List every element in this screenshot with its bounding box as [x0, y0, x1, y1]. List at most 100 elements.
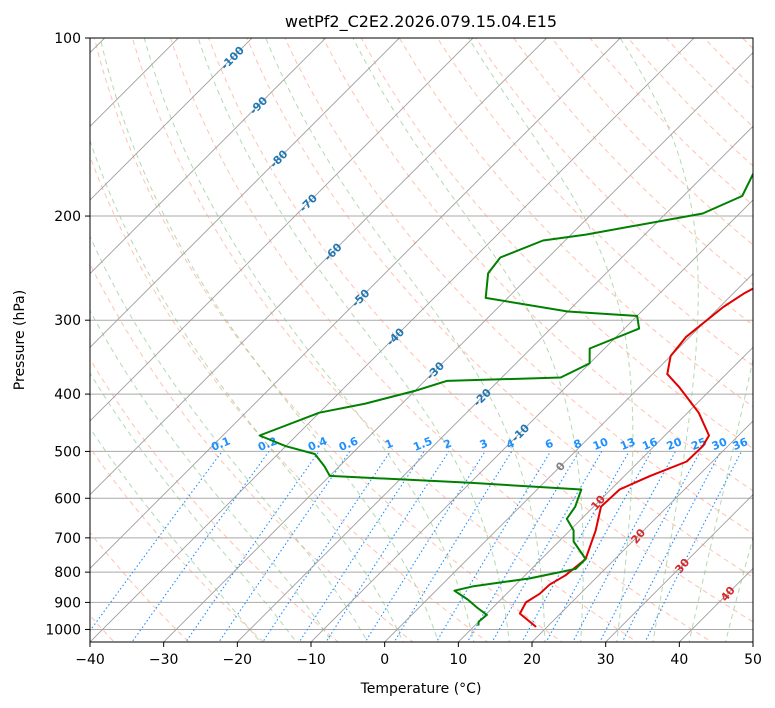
x-tick-label: −30 [149, 652, 179, 668]
dry-adiabat [170, 38, 713, 642]
plot-area: 0.1 0.2 0.4 0.6 1 1.5 2 3 4 6 8 10 13 16 20 25 30 36-100-… [0, 11, 753, 654]
y-tick-label: 900 [54, 595, 81, 611]
x-tick-label: 10 [449, 652, 467, 668]
mixing-ratio-lines [90, 451, 742, 642]
y-tick-label: 700 [54, 531, 81, 547]
dry-adiabat [90, 358, 339, 642]
mixing-ratio-label: 3 [478, 437, 490, 452]
dry-adiabat-label: -100 [218, 44, 247, 73]
y-tick-label: 1000 [45, 622, 81, 638]
isotherm [163, 52, 753, 642]
dry-adiabat [360, 38, 753, 450]
moist-adiabat [619, 38, 699, 642]
x-tick-label: −20 [223, 652, 253, 668]
x-tick-label: 0 [380, 652, 389, 668]
dry-adiabat [551, 38, 753, 246]
x-tick-label: 30 [597, 652, 615, 668]
dry-adiabat-label: -80 [267, 147, 290, 170]
mixing-ratio-line [393, 451, 513, 642]
y-tick-label: 600 [54, 491, 81, 507]
y-tick-label: 400 [54, 387, 81, 403]
dry-adiabat-label: -60 [321, 240, 344, 263]
mixing-ratio-label: 16 [640, 435, 659, 453]
mixing-ratio-label: 10 [591, 435, 610, 453]
x-tick-label: 50 [744, 652, 762, 668]
mixing-ratio-label: 25 [689, 435, 708, 453]
mixing-ratio-line [435, 451, 552, 642]
moist-adiabat [90, 427, 261, 642]
dry-adiabat-label: -40 [384, 325, 407, 348]
dry-adiabat [284, 38, 753, 535]
mixing-ratio-line [262, 451, 391, 642]
dry-adiabat [398, 38, 753, 408]
skewed-isotherms [0, 11, 753, 654]
dry-adiabat [90, 155, 489, 642]
dry-adiabat [90, 446, 265, 642]
dry-adiabat-label: -20 [471, 386, 494, 409]
dry-adiabat [208, 38, 753, 623]
mixing-ratio-line [466, 451, 580, 642]
mixing-ratio-line [325, 451, 450, 642]
mixing-ratio-line [218, 451, 351, 642]
profile-series [258, 172, 753, 628]
isotherm [90, 38, 474, 422]
isotherm [236, 125, 753, 642]
dry-adiabat [742, 38, 753, 50]
isotherm [90, 38, 695, 642]
moist-adiabats [90, 38, 753, 642]
mixing-ratio-label: 2 [442, 437, 454, 452]
dry-adiabat [436, 38, 753, 367]
moist-adiabat [90, 139, 404, 642]
moist-adiabat [688, 356, 753, 642]
y-axis-ticks: 100 200 300 400 500 600 700 800 900 1000 [45, 31, 90, 638]
mixing-ratio-label: 36 [731, 435, 750, 453]
mixing-ratio-label: 13 [618, 435, 637, 453]
dry-adiabat-label: -30 [424, 359, 447, 382]
y-tick-label: 800 [54, 565, 81, 581]
dry-adiabats [90, 38, 753, 642]
isotherm [90, 38, 621, 569]
isotherm [90, 38, 253, 201]
isotherm [90, 38, 327, 275]
mixing-ratio-line [491, 451, 603, 642]
isotherm [90, 38, 400, 348]
moist-adiabat [90, 235, 369, 642]
mixing-ratio-line [131, 451, 270, 642]
moist-adiabat [90, 372, 297, 642]
y-tick-label: 200 [54, 209, 81, 225]
mixing-ratio-line [185, 451, 320, 642]
mixing-ratio-label: 20 [665, 435, 684, 453]
dewpoint-profile-line [258, 172, 753, 626]
plot-frame [89, 37, 754, 643]
dry-adiabat [703, 38, 753, 89]
x-tick-label: 20 [523, 652, 541, 668]
dry-adiabat [513, 38, 753, 286]
dry-adiabat [246, 38, 753, 578]
y-tick-label: 500 [54, 444, 81, 460]
moist-adiabat [467, 38, 634, 642]
moist-adiabat [265, 38, 546, 642]
isotherm [0, 11, 58, 654]
isotherm [310, 199, 753, 642]
mixing-ratio-label: 6 [543, 437, 555, 452]
dry-adiabat [131, 38, 638, 642]
mixing-ratio-line [644, 451, 742, 642]
moist-adiabat [352, 38, 584, 642]
mixing-ratio-line [90, 451, 223, 632]
isotherm [384, 273, 753, 642]
chart-title: wetPf2_C2E2.2026.079.15.04.E15 [285, 12, 557, 32]
reference-line-labels: 0.1 0.2 0.4 0.6 1 1.5 2 3 4 6 8 10 13 16 20 25 30 36-100-… [209, 44, 750, 605]
x-axis-ticks: −40 −30 −20 −10 0 10 20 30 40 50 [75, 642, 762, 668]
mixing-ratio-label: 1 [383, 437, 395, 452]
isotherm [752, 641, 753, 642]
moist-adiabat [725, 535, 753, 642]
isotherm [531, 420, 753, 642]
mixing-ratio-line [545, 451, 652, 642]
mixing-ratio-line [572, 451, 676, 642]
mixing-ratio-label: 8 [572, 437, 584, 452]
dry-adiabat [90, 262, 414, 642]
dry-adiabat [93, 38, 564, 642]
dry-adiabat-label: -90 [247, 94, 270, 117]
x-tick-label: −40 [75, 652, 105, 668]
